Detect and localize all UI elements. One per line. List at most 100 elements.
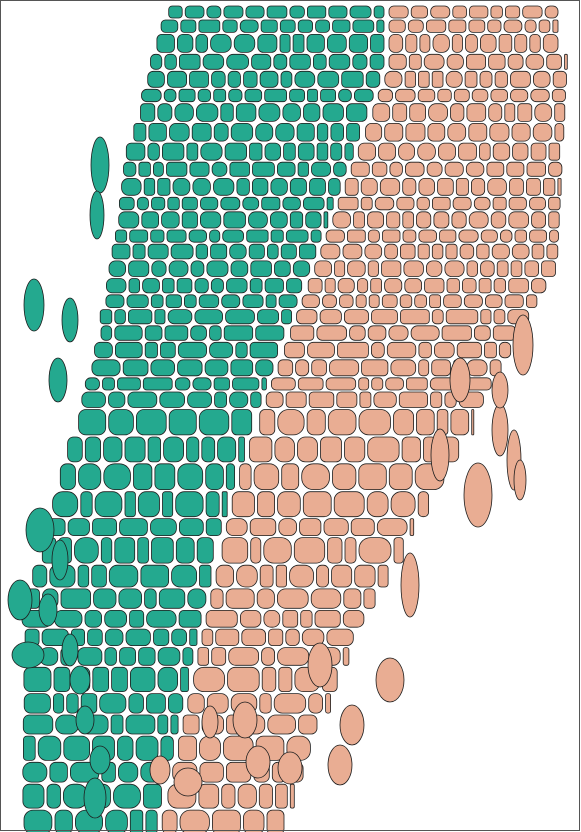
- teal-cell: [22, 783, 45, 809]
- salmon-cell: [466, 260, 479, 277]
- teal-cell: [310, 229, 322, 243]
- salmon-cell: [300, 610, 313, 628]
- salmon-cell: [393, 537, 404, 564]
- salmon-cell: [554, 123, 565, 142]
- salmon-cell: [302, 491, 332, 518]
- salmon-cell: [487, 177, 507, 196]
- teal-cell: [190, 325, 207, 341]
- teal-cell: [345, 103, 368, 122]
- teal-cell: [175, 491, 204, 518]
- teal-cell: [297, 142, 315, 161]
- salmon-cell: [534, 103, 553, 122]
- salmon-cell: [373, 391, 397, 408]
- salmon-cell: [427, 123, 446, 142]
- salmon-cell: [480, 309, 492, 325]
- salmon-cell: [381, 260, 402, 277]
- teal-cell: [213, 123, 229, 142]
- teal-cell: [279, 19, 296, 33]
- teal-cell: [174, 377, 191, 391]
- teal-cell: [66, 693, 79, 714]
- salmon-cell: [504, 103, 516, 122]
- salmon-cell: [479, 34, 497, 53]
- salmon-cell: [199, 761, 224, 783]
- salmon-cell: [371, 161, 388, 177]
- teal-cell: [258, 103, 281, 122]
- teal-cell: [178, 88, 196, 103]
- salmon-cell: [510, 88, 529, 103]
- teal-cell: [136, 196, 149, 211]
- salmon-cell: [161, 809, 178, 832]
- teal-cell: [264, 88, 288, 103]
- teal-cell: [349, 5, 372, 19]
- salmon-cell: [510, 260, 523, 277]
- teal-cell: [280, 70, 293, 88]
- teal-cell: [292, 34, 305, 53]
- salmon-cell: [323, 518, 349, 536]
- teal-cell: [243, 70, 258, 88]
- teal-cell: [209, 325, 222, 341]
- teal-cell: [167, 70, 188, 88]
- salmon-cell: [498, 341, 512, 359]
- teal-cell: [274, 260, 291, 277]
- teal-cell: [180, 19, 197, 33]
- teal-detached-cell: [25, 507, 55, 553]
- salmon-cell: [388, 53, 407, 70]
- teal-cell: [118, 211, 140, 229]
- salmon-cell: [431, 243, 444, 260]
- salmon-cell: [465, 34, 478, 53]
- teal-cell: [103, 463, 131, 490]
- teal-cell: [251, 177, 269, 196]
- teal-cell: [78, 409, 107, 436]
- salmon-detached-cell: [173, 767, 203, 797]
- teal-cell: [150, 518, 177, 536]
- teal-cell: [167, 693, 184, 714]
- salmon-cell: [258, 783, 273, 809]
- salmon-cell: [381, 294, 398, 308]
- salmon-cell: [266, 809, 285, 832]
- teal-cell: [198, 294, 220, 308]
- salmon-cell: [231, 491, 255, 518]
- teal-cell: [255, 325, 285, 341]
- salmon-cell: [329, 359, 360, 377]
- salmon-cell: [437, 177, 454, 196]
- salmon-cell: [490, 5, 503, 19]
- salmon-cell: [446, 278, 460, 294]
- salmon-cell: [388, 34, 404, 53]
- salmon-cell: [491, 243, 510, 260]
- teal-cell: [108, 409, 134, 436]
- salmon-cell: [468, 123, 488, 142]
- salmon-cell: [290, 325, 315, 341]
- salmon-cell: [476, 243, 490, 260]
- salmon-cell: [339, 294, 354, 308]
- teal-cell: [189, 70, 209, 88]
- salmon-cell: [259, 693, 272, 714]
- salmon-cell: [507, 53, 524, 70]
- teal-cell: [77, 564, 90, 588]
- salmon-cell: [402, 177, 417, 196]
- salmon-cell: [314, 610, 341, 628]
- salmon-cell: [514, 34, 528, 53]
- salmon-cell: [409, 518, 415, 536]
- teal-cell: [60, 588, 92, 609]
- salmon-cell: [492, 142, 511, 161]
- teal-cell: [100, 537, 113, 564]
- teal-cell: [353, 88, 374, 103]
- salmon-cell: [458, 142, 477, 161]
- teal-cell: [103, 436, 123, 463]
- teal-cell: [195, 103, 219, 122]
- teal-cell: [315, 19, 331, 33]
- teal-cell: [157, 714, 169, 735]
- teal-cell: [133, 123, 147, 142]
- teal-cell: [200, 142, 223, 161]
- salmon-cell: [404, 278, 422, 294]
- teal-cell: [333, 161, 347, 177]
- salmon-detached-cell: [149, 755, 171, 785]
- salmon-cell: [488, 53, 506, 70]
- teal-cell: [229, 161, 250, 177]
- teal-cell: [352, 19, 375, 33]
- salmon-cell: [342, 647, 350, 666]
- salmon-cell: [529, 229, 547, 243]
- teal-cell: [80, 491, 93, 518]
- teal-cell: [332, 19, 351, 33]
- salmon-tissue-region: [149, 5, 568, 832]
